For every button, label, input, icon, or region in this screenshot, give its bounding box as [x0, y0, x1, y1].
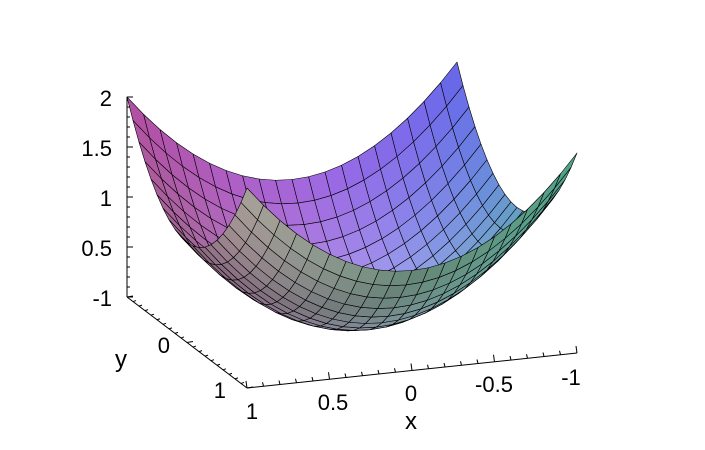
tick-mark [126, 295, 134, 298]
tick-mark [192, 345, 197, 348]
tick-mark [509, 355, 512, 361]
tick-mark [168, 327, 173, 330]
surface-patch [554, 152, 578, 189]
tick-mark [394, 368, 396, 373]
tick-mark [427, 364, 429, 369]
x-tick-label: 0.5 [318, 390, 349, 415]
tick-mark [132, 300, 137, 303]
x-axis-label: x [405, 408, 417, 435]
tick-mark [575, 345, 578, 354]
y-tick-label: 0 [158, 333, 170, 358]
tick-mark [150, 313, 155, 316]
surface-mesh [126, 61, 578, 332]
z-tick-label: 2 [100, 86, 112, 111]
y-axis-label: y [115, 346, 127, 373]
tick-mark [246, 386, 254, 389]
tick-mark [245, 380, 248, 389]
y-tick-label: 1 [214, 378, 226, 403]
tick-mark [156, 318, 161, 321]
tick-mark [162, 322, 167, 325]
x-tick-label: 1 [246, 399, 258, 424]
tick-mark [476, 359, 479, 364]
x-tick-label: 0 [405, 381, 417, 406]
z-tick-label: 1.5 [81, 136, 112, 161]
z-tick-label: 1 [100, 186, 112, 211]
tick-mark [216, 363, 221, 366]
tick-marks [126, 96, 578, 389]
tick-mark [204, 354, 209, 357]
tick-mark [138, 304, 143, 307]
tick-mark [526, 354, 528, 359]
tick-mark [443, 362, 446, 368]
z-tick-label: 0.5 [81, 236, 112, 261]
tick-mark [262, 382, 264, 387]
tick-mark [186, 341, 194, 343]
tick-mark [295, 378, 297, 383]
tick-mark [210, 359, 215, 362]
tick-mark [377, 369, 380, 375]
x-tick-label: -1 [561, 365, 581, 390]
tick-mark [410, 363, 413, 371]
tick-mark [344, 373, 347, 378]
tick-mark [493, 354, 495, 362]
tick-mark [144, 309, 149, 312]
tick-mark [174, 331, 179, 334]
tick-mark [559, 350, 561, 355]
x-tick-label: -0.5 [475, 372, 513, 397]
tick-mark [328, 372, 330, 380]
tick-mark [311, 376, 314, 382]
tick-mark [278, 380, 281, 385]
y-tick-label: -1 [92, 286, 112, 311]
surface-patch [240, 187, 264, 220]
tick-mark [234, 377, 239, 380]
tick-mark [222, 368, 227, 371]
tick-mark [460, 361, 462, 366]
tick-mark [228, 372, 233, 375]
tick-mark [198, 350, 203, 353]
tick-mark [240, 381, 245, 384]
tick-mark [542, 352, 545, 357]
tick-mark [180, 336, 185, 339]
tick-mark [361, 371, 363, 376]
